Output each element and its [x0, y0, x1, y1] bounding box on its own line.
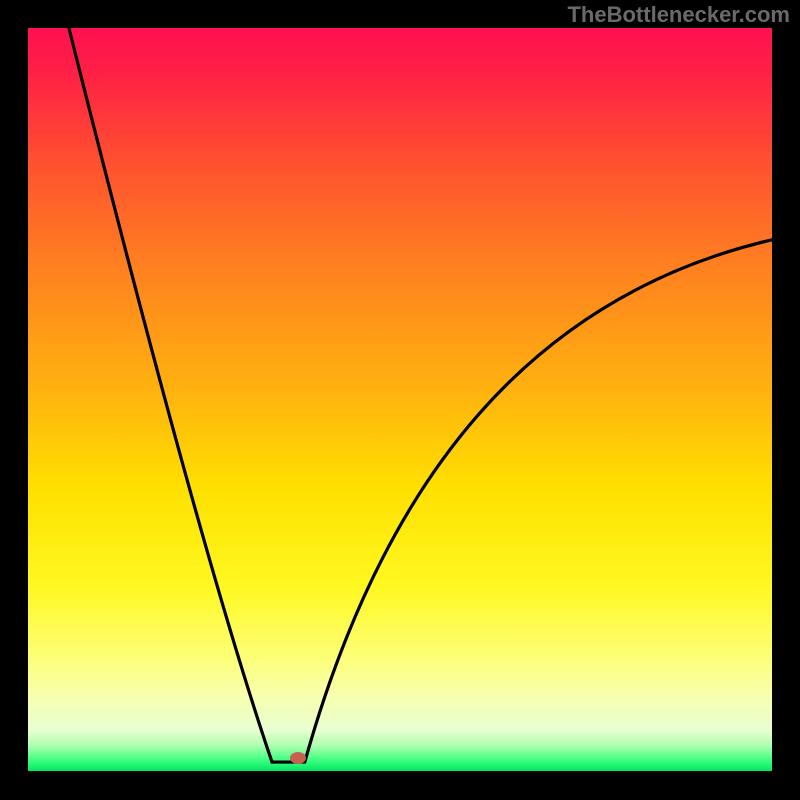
chart-container: TheBottlenecker.com	[0, 0, 800, 800]
watermark-label: TheBottlenecker.com	[567, 2, 790, 28]
bottleneck-curve	[0, 0, 800, 800]
v-curve-path	[69, 28, 772, 762]
optimal-point-marker	[290, 752, 306, 764]
